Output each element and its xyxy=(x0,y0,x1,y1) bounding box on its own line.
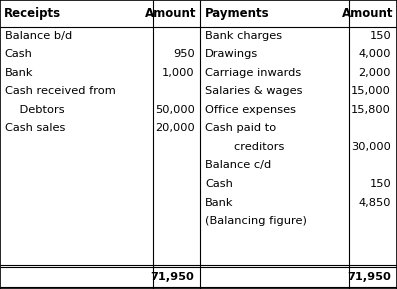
Text: Cash: Cash xyxy=(5,49,33,59)
Text: Carriage inwards: Carriage inwards xyxy=(205,68,301,78)
Text: Cash: Cash xyxy=(205,179,233,189)
Text: Cash received from: Cash received from xyxy=(5,86,116,97)
Text: 71,950: 71,950 xyxy=(347,272,391,282)
Text: 71,950: 71,950 xyxy=(150,272,195,282)
Text: Payments: Payments xyxy=(204,7,269,20)
Text: Amount: Amount xyxy=(145,7,197,20)
Text: 150: 150 xyxy=(369,179,391,189)
Text: Cash sales: Cash sales xyxy=(5,123,65,134)
Text: Bank: Bank xyxy=(5,68,33,78)
Text: 4,000: 4,000 xyxy=(358,49,391,59)
Text: 50,000: 50,000 xyxy=(155,105,195,115)
Text: 30,000: 30,000 xyxy=(351,142,391,152)
Text: Salaries & wages: Salaries & wages xyxy=(205,86,303,97)
Text: creditors: creditors xyxy=(205,142,285,152)
Text: 4,850: 4,850 xyxy=(358,197,391,208)
Text: 20,000: 20,000 xyxy=(155,123,195,134)
Text: 2,000: 2,000 xyxy=(358,68,391,78)
Text: Balance b/d: Balance b/d xyxy=(5,31,72,41)
Text: (Balancing figure): (Balancing figure) xyxy=(205,216,307,226)
Text: 150: 150 xyxy=(369,31,391,41)
Text: Bank: Bank xyxy=(205,197,234,208)
Text: Balance c/d: Balance c/d xyxy=(205,160,272,171)
Text: 15,800: 15,800 xyxy=(351,105,391,115)
Text: Bank charges: Bank charges xyxy=(205,31,282,41)
Text: 1,000: 1,000 xyxy=(162,68,195,78)
Text: 950: 950 xyxy=(173,49,195,59)
Text: Amount: Amount xyxy=(341,7,393,20)
Text: Debtors: Debtors xyxy=(5,105,64,115)
Text: Receipts: Receipts xyxy=(4,7,61,20)
Text: Office expenses: Office expenses xyxy=(205,105,296,115)
Text: 15,000: 15,000 xyxy=(351,86,391,97)
Text: Drawings: Drawings xyxy=(205,49,258,59)
Text: Cash paid to: Cash paid to xyxy=(205,123,276,134)
